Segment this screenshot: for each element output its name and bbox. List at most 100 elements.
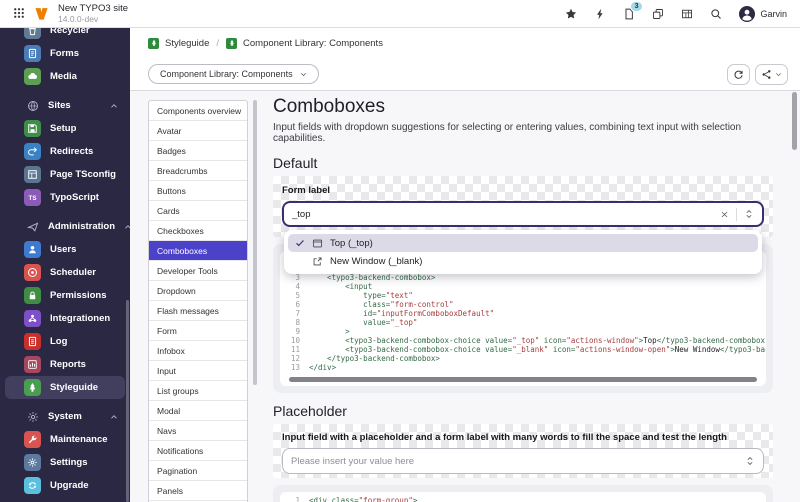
- modules-toggle-button[interactable]: [13, 7, 25, 19]
- sidebar-item-page-tsconfig[interactable]: Page TSconfig: [0, 163, 130, 186]
- sidebar-item-permissions[interactable]: Permissions: [0, 284, 130, 307]
- refresh-icon: [734, 70, 743, 79]
- styleguide-crumb-icon: [148, 37, 159, 49]
- component-nav-item-components-overview[interactable]: Components overview: [149, 101, 247, 121]
- maintenance-icon: [28, 435, 37, 444]
- line-number: 9: [295, 327, 300, 336]
- sidebar-item-label: TypoScript: [50, 192, 99, 203]
- component-nav-scrollbar[interactable]: [253, 100, 257, 385]
- chevron-down-icon: [300, 72, 306, 76]
- breadcrumb-item-styleguide[interactable]: Styleguide: [165, 37, 210, 49]
- component-nav-item-breadcrumbs[interactable]: Breadcrumbs: [149, 161, 247, 181]
- stepper-button[interactable]: [744, 209, 754, 219]
- sidebar-item-label: Settings: [50, 457, 88, 468]
- component-nav-item-cards[interactable]: Cards: [149, 201, 247, 221]
- sidebar-item-integrationen[interactable]: Integrationen: [0, 307, 130, 330]
- sidebar-item-redirects[interactable]: Redirects: [0, 140, 130, 163]
- sidebar-item-maintenance[interactable]: Maintenance: [0, 428, 130, 451]
- stepper-button[interactable]: [745, 456, 755, 466]
- sidebar-item-typoscript[interactable]: TS TypoScript: [0, 186, 130, 209]
- clear-button[interactable]: [720, 210, 729, 219]
- sidebar-item-settings[interactable]: Settings: [0, 451, 130, 474]
- component-nav-item-input[interactable]: Input: [149, 361, 247, 381]
- sidebar-item-scheduler[interactable]: Scheduler: [0, 261, 130, 284]
- divider: [736, 207, 737, 221]
- component-nav-item-comboboxes[interactable]: Comboboxes: [149, 241, 247, 261]
- combobox-option-new-window-blank-[interactable]: New Window (_blank): [288, 252, 758, 270]
- combobox-input-wrap: [282, 201, 764, 227]
- reload-button[interactable]: [727, 63, 750, 85]
- page-scrollbar[interactable]: [792, 92, 797, 150]
- search-button[interactable]: [710, 8, 722, 20]
- upgrade-icon: [28, 482, 37, 489]
- bolt-icon: [597, 8, 604, 19]
- permissions-icon: [29, 291, 36, 300]
- styleguide-icon: [29, 383, 36, 392]
- sidebar-item-media[interactable]: Media: [0, 65, 130, 88]
- code-source: </div>: [309, 363, 337, 372]
- sidebar-item-log[interactable]: Log: [0, 330, 130, 353]
- line-number: 10: [290, 336, 300, 345]
- code-line: 5 type="text": [288, 291, 758, 300]
- combobox-placeholder-input[interactable]: [291, 455, 745, 467]
- component-nav-item-list-groups[interactable]: List groups: [149, 381, 247, 401]
- component-nav-item-navs[interactable]: Navs: [149, 421, 247, 441]
- workspaces-button[interactable]: [652, 8, 664, 20]
- copy-icon: [653, 8, 664, 19]
- component-nav-item-flash-messages[interactable]: Flash messages: [149, 301, 247, 321]
- systeminfo-button[interactable]: [681, 8, 693, 20]
- sidebar-item-styleguide[interactable]: Styleguide: [5, 376, 125, 399]
- module-select-dropdown[interactable]: Component Library: Components: [148, 64, 319, 84]
- sidebar-item-setup[interactable]: Setup: [0, 117, 130, 140]
- bookmark-button[interactable]: [565, 8, 577, 20]
- opened-documents-button[interactable]: 3: [623, 0, 644, 20]
- sidebar-item-forms[interactable]: Forms: [0, 42, 130, 65]
- sidebar-scrollbar[interactable]: [126, 300, 129, 502]
- share-button[interactable]: [755, 63, 788, 85]
- check-slot: [295, 256, 305, 266]
- component-nav-item-notifications[interactable]: Notifications: [149, 441, 247, 461]
- sidebar-item-recycler[interactable]: Recycler: [0, 28, 130, 42]
- code-line: 3 <typo3-backend-combobox>: [288, 273, 758, 282]
- tree-icon: [229, 39, 234, 46]
- sidebar-item-upgrade[interactable]: Upgrade: [0, 474, 130, 497]
- component-nav-item-panels[interactable]: Panels: [149, 481, 247, 501]
- component-nav-item-checkboxes[interactable]: Checkboxes: [149, 221, 247, 241]
- sidebar-item-reports[interactable]: Reports: [0, 353, 130, 376]
- sidebar-section-system[interactable]: System: [0, 405, 130, 428]
- sidebar-section-label: System: [48, 411, 82, 422]
- component-nav-item-dropdown[interactable]: Dropdown: [149, 281, 247, 301]
- breadcrumb-item-components[interactable]: Component Library: Components: [243, 37, 383, 49]
- clear-cache-button[interactable]: [594, 8, 606, 20]
- component-nav-item-developer-tools[interactable]: Developer Tools: [149, 261, 247, 281]
- component-nav-item-modal[interactable]: Modal: [149, 401, 247, 421]
- sidebar-item-label: Media: [50, 71, 77, 82]
- component-nav-item-avatar[interactable]: Avatar: [149, 121, 247, 141]
- combobox-input[interactable]: [292, 208, 720, 220]
- permissions-icon: [24, 287, 41, 304]
- component-nav-item-form[interactable]: Form: [149, 321, 247, 341]
- code-source: <typo3-backend-combobox-choice value="_t…: [309, 336, 766, 345]
- chevron-up-icon: [111, 414, 117, 419]
- user-menu[interactable]: Garvin: [739, 5, 787, 22]
- component-nav-item-buttons[interactable]: Buttons: [149, 181, 247, 201]
- check-slot: [295, 238, 305, 248]
- section-heading-default: Default: [273, 155, 318, 171]
- chevron-up-icon: [111, 103, 117, 108]
- code-line: 10 <typo3-backend-combobox-choice value=…: [288, 336, 766, 345]
- sidebar-item-label: Page TSconfig: [50, 169, 116, 180]
- sidebar-section-sites[interactable]: Sites: [0, 94, 130, 117]
- line-number: 11: [290, 345, 300, 354]
- component-nav-item-pagination[interactable]: Pagination: [149, 461, 247, 481]
- sidebar-item-users[interactable]: Users: [0, 238, 130, 261]
- reports-icon: [28, 360, 37, 369]
- horizontal-scrollbar[interactable]: [289, 377, 757, 382]
- sidebar-item-label: Log: [50, 336, 68, 347]
- search-icon: [711, 8, 722, 19]
- recycler-icon: [24, 28, 41, 39]
- component-nav-item-badges[interactable]: Badges: [149, 141, 247, 161]
- sidebar-section-administration[interactable]: Administration: [0, 215, 130, 238]
- component-nav-item-infobox[interactable]: Infobox: [149, 341, 247, 361]
- media-icon: [28, 73, 38, 79]
- combobox-option-top-top-[interactable]: Top (_top): [288, 234, 758, 252]
